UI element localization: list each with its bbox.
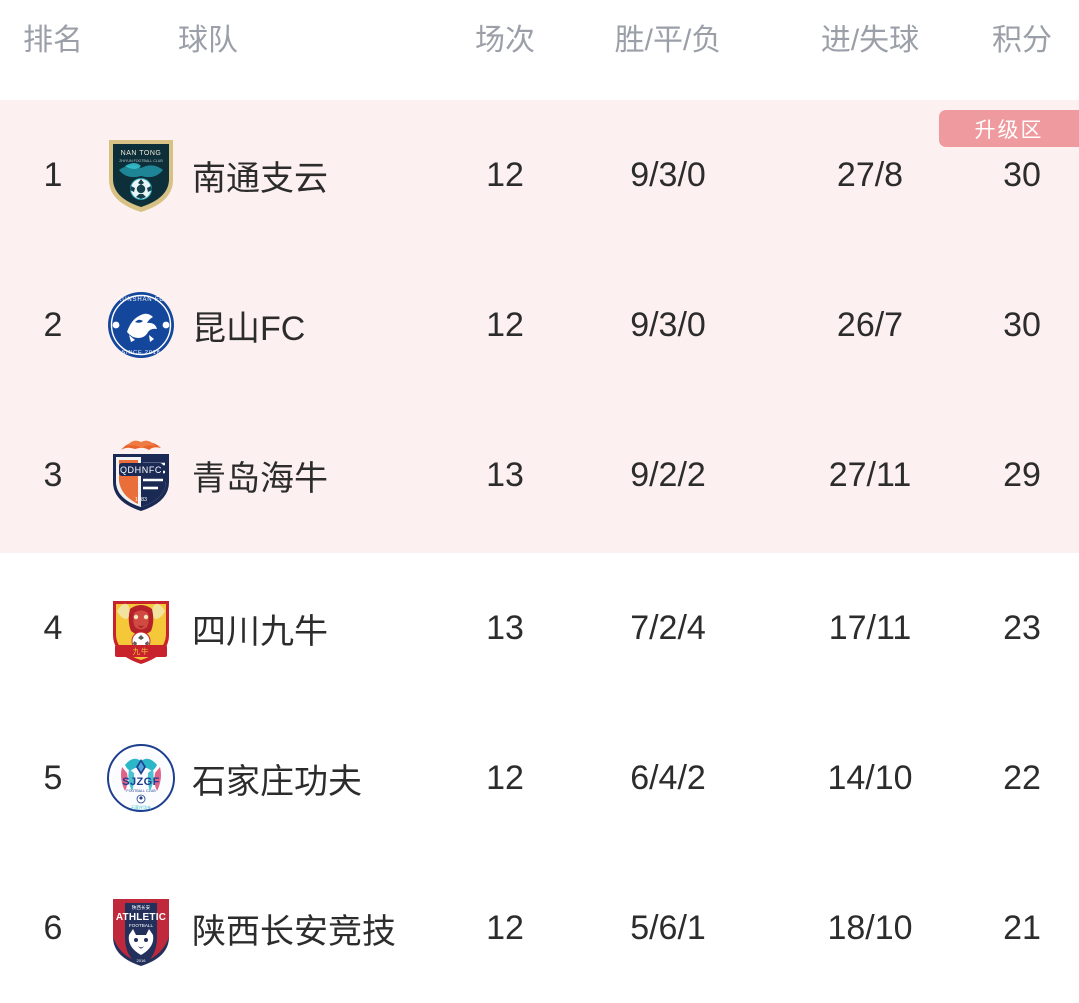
- row-rank: 1: [43, 155, 63, 194]
- table-header-row: 排名 球队 场次 胜/平/负 进/失球 积分: [0, 0, 1079, 100]
- table-row[interactable]: 2 KUNSHAN FC SINCE 2018 昆山FC 12 9/3/0: [0, 250, 1079, 400]
- promotion-zone-band: [0, 100, 1079, 553]
- team-goals: 17/11: [828, 608, 912, 647]
- team-name: 四川九牛: [192, 612, 328, 651]
- table-row[interactable]: 1 NAN TONG ZHIYUN FOOTBALL CLUB: [0, 100, 1079, 250]
- table-row[interactable]: 4 九牛: [0, 553, 1079, 703]
- team-games: 13: [486, 455, 524, 494]
- svg-text:NAN TONG: NAN TONG: [121, 150, 162, 157]
- column-header-wdl: 胜/平/负: [614, 24, 722, 57]
- nantong-zhiyun-crest-icon: NAN TONG ZHIYUN FOOTBALL CLUB: [105, 136, 177, 214]
- team-wdl: 5/6/1: [630, 908, 706, 947]
- row-rank: 3: [43, 455, 63, 494]
- team-name: 南通支云: [192, 159, 328, 198]
- column-header-points: 积分: [992, 24, 1052, 57]
- team-points: 23: [1003, 608, 1041, 647]
- svg-text:2016: 2016: [137, 958, 147, 963]
- table-row[interactable]: 3 QDHNF: [0, 400, 1079, 550]
- table-row[interactable]: 5 SJZGF FOOTBALL CLUB 石家庄功夫: [0, 703, 1079, 853]
- team-points: 30: [1003, 155, 1041, 194]
- team-logo: NAN TONG ZHIYUN FOOTBALL CLUB: [100, 100, 182, 250]
- team-wdl: 6/4/2: [630, 758, 706, 797]
- row-rank: 4: [43, 608, 63, 647]
- shijiazhuang-gongfu-crest-icon: SJZGF FOOTBALL CLUB 石家庄功夫: [105, 739, 177, 817]
- column-header-team: 球队: [178, 24, 238, 57]
- team-points: 29: [1003, 455, 1041, 494]
- svg-text:SJZGF: SJZGF: [122, 776, 159, 788]
- team-wdl: 9/3/0: [630, 305, 706, 344]
- svg-text:ZHIYUN FOOTBALL CLUB: ZHIYUN FOOTBALL CLUB: [119, 159, 163, 163]
- team-wdl: 7/2/4: [630, 608, 706, 647]
- row-rank: 5: [43, 758, 63, 797]
- team-name: 石家庄功夫: [192, 762, 362, 801]
- team-wdl: 9/3/0: [630, 155, 706, 194]
- sichuan-jiuniu-crest-icon: 九牛: [105, 589, 177, 667]
- row-rank: 2: [43, 305, 63, 344]
- team-games: 12: [486, 758, 524, 797]
- row-rank: 6: [43, 908, 63, 947]
- team-goals: 26/7: [836, 305, 904, 344]
- table-row[interactable]: 6 陕西长安 ATHLETIC FOOTBALL 2016: [0, 853, 1079, 1003]
- team-wdl: 9/2/2: [630, 455, 706, 494]
- team-name: 昆山FC: [192, 309, 306, 348]
- team-name: 陕西长安竞技: [192, 912, 396, 951]
- team-games: 12: [486, 908, 524, 947]
- svg-text:SINCE 2018: SINCE 2018: [121, 350, 160, 356]
- qingdao-hainiu-crest-icon: QDHNFC 1983: [105, 436, 177, 514]
- team-logo: 陕西长安 ATHLETIC FOOTBALL 2016: [100, 853, 182, 1003]
- svg-text:九牛: 九牛: [133, 646, 150, 656]
- shaanxi-changan-athletic-crest-icon: 陕西长安 ATHLETIC FOOTBALL 2016: [105, 889, 177, 967]
- team-logo: QDHNFC 1983: [100, 400, 182, 550]
- column-header-games: 场次: [475, 24, 535, 57]
- team-logo: 九牛: [100, 553, 182, 703]
- svg-text:石家庄功夫: 石家庄功夫: [131, 804, 151, 810]
- team-points: 21: [1003, 908, 1041, 947]
- team-name: 青岛海牛: [192, 459, 328, 498]
- column-header-goals: 进/失球: [820, 24, 920, 57]
- svg-text:QDHNFC: QDHNFC: [120, 465, 162, 475]
- column-header-rank: 排名: [23, 24, 83, 57]
- team-logo: KUNSHAN FC SINCE 2018: [100, 250, 182, 400]
- team-goals: 27/8: [836, 155, 904, 194]
- team-points: 30: [1003, 305, 1041, 344]
- team-goals: 27/11: [828, 455, 912, 494]
- svg-text:KUNSHAN FC: KUNSHAN FC: [117, 297, 164, 303]
- team-games: 12: [486, 155, 524, 194]
- team-points: 22: [1003, 758, 1041, 797]
- svg-text:FOOTBALL CLUB: FOOTBALL CLUB: [126, 789, 156, 793]
- svg-text:ATHLETIC: ATHLETIC: [116, 912, 166, 923]
- team-goals: 14/10: [827, 758, 913, 797]
- kunshan-fc-crest-icon: KUNSHAN FC SINCE 2018: [105, 286, 177, 364]
- svg-text:1983: 1983: [135, 497, 147, 503]
- team-games: 12: [486, 305, 524, 344]
- svg-text:FOOTBALL: FOOTBALL: [129, 923, 153, 928]
- standings-table: 排名 球队 场次 胜/平/负 进/失球 积分 升级区 1 NAN TONG ZH…: [0, 0, 1079, 966]
- team-games: 13: [486, 608, 524, 647]
- svg-text:陕西长安: 陕西长安: [132, 904, 151, 911]
- promotion-zone-badge: 升级区: [939, 110, 1079, 147]
- team-goals: 18/10: [827, 908, 913, 947]
- team-logo: SJZGF FOOTBALL CLUB 石家庄功夫: [100, 703, 182, 853]
